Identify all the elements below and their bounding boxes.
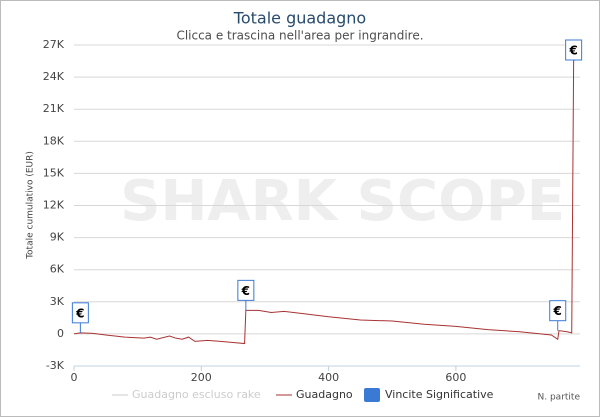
x-tick-label: 200 [191,371,212,384]
x-tick-label: 600 [445,371,466,384]
y-tick-label: 9K [50,231,65,244]
y-axis-label: Totale cumulativo (EUR) [26,151,36,260]
y-tick-label: 6K [50,263,65,276]
flag-label: € [553,304,562,318]
y-tick-label: 24K [43,70,65,83]
y-tick-label: -3K [46,359,65,372]
watermark: SHARK SCOPE [120,169,565,234]
flag-label: € [241,284,250,298]
flag [237,279,255,301]
y-tick-label: 0 [57,327,64,340]
y-tick-label: 3K [50,295,65,308]
line-series [73,58,576,345]
flag-label: € [75,306,84,320]
legend-swatch [364,388,380,402]
flag-label: € [568,44,577,58]
y-tick-label: 12K [43,199,65,212]
chart-title: Totale guadagno [233,9,366,28]
x-axis-label: N. partite [538,393,581,403]
flag [565,39,583,61]
legend-label: Guadagno [296,388,353,401]
legend-label: Guadagno escluso rake [132,388,261,401]
chart-subtitle: Clicca e trascina nell'area per ingrandi… [176,29,423,43]
y-tick-label: 18K [43,134,65,147]
flag [549,300,567,322]
flag [71,302,89,324]
y-tick-label: 21K [43,102,65,115]
y-tick-label: 15K [43,166,65,179]
x-tick-label: 0 [71,371,78,384]
y-tick-label: 27K [43,38,65,51]
x-tick-label: 400 [318,371,339,384]
legend-label: Vincite Significative [385,388,494,401]
